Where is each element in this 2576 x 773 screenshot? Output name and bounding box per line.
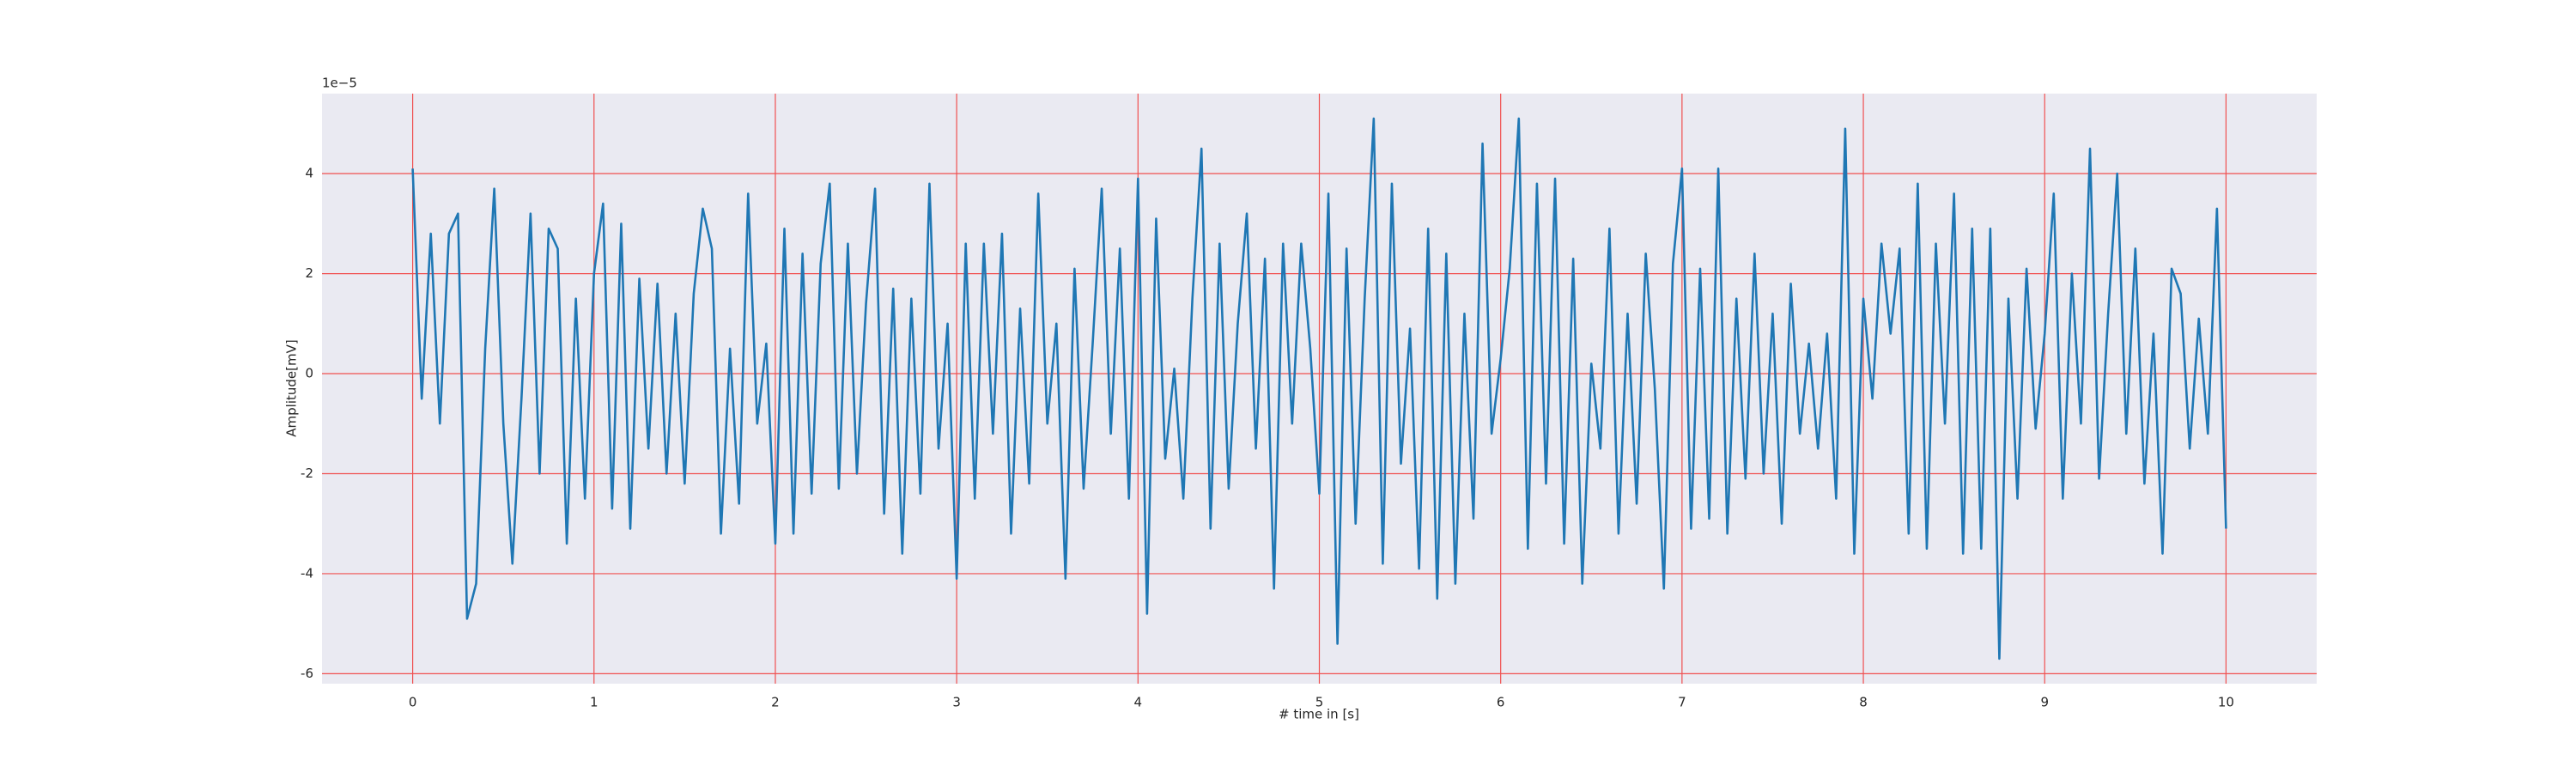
x-axis-label: # time in [s]	[1279, 707, 1359, 722]
x-tick-label: 6	[1497, 695, 1505, 710]
x-tick-label: 5	[1315, 695, 1324, 710]
y-tick-label: -4	[301, 565, 313, 581]
x-tick-label: 7	[1678, 695, 1686, 710]
x-tick-label: 1	[590, 695, 598, 710]
y-tick-label: 0	[305, 366, 313, 381]
y-tick-label: -2	[301, 466, 313, 481]
signal-line	[411, 117, 2227, 660]
x-tick-label: 8	[1859, 695, 1868, 710]
x-tick-label: 9	[2040, 695, 2049, 710]
x-tick-label: 4	[1134, 695, 1143, 710]
x-tick-label: 3	[952, 695, 961, 710]
y-tick-label: 4	[305, 166, 313, 181]
y-tick-label: 2	[305, 265, 313, 281]
offset-label: 1e−5	[322, 76, 357, 91]
x-tick-label: 2	[771, 695, 780, 710]
y-tick-label: -6	[301, 666, 313, 681]
y-axis-label: Amplitude[mV]	[284, 339, 300, 436]
x-tick-label: 10	[2218, 695, 2234, 710]
x-tick-label: 0	[409, 695, 417, 710]
